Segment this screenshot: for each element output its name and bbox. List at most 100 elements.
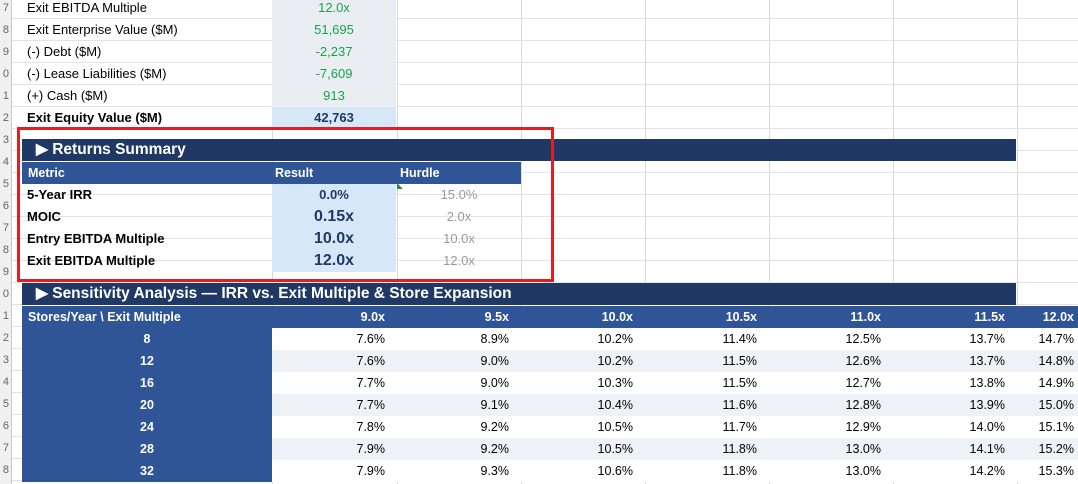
sensitivity-cell[interactable]: 12.5% [769,328,893,350]
row-number[interactable]: 7 [0,437,12,459]
sensitivity-cell[interactable]: 14.9% [1017,372,1078,394]
row-label[interactable]: (+) Cash ($M) [27,88,108,103]
row-number[interactable]: 0 [0,63,12,85]
sensitivity-cell[interactable]: 10.3% [521,372,645,394]
sensitivity-cell[interactable]: 14.0% [893,416,1017,438]
row-value[interactable]: -7,609 [272,63,396,85]
sensitivity-cell[interactable]: 11.8% [645,460,769,482]
sensitivity-cell[interactable]: 9.2% [397,438,521,460]
returns-result[interactable]: 10.0x [272,228,396,250]
sensitivity-cell[interactable]: 11.5% [645,372,769,394]
sensitivity-cell[interactable]: 7.6% [272,350,397,372]
row-label[interactable]: Exit Equity Value ($M) [27,110,163,125]
row-number[interactable]: 3 [0,349,12,371]
column-gridline [893,0,894,484]
row-number[interactable]: 2 [0,107,12,129]
row-number[interactable]: 4 [0,371,12,393]
returns-result[interactable]: 12.0x [272,250,396,272]
row-number[interactable]: 0 [0,283,12,305]
sensitivity-cell[interactable]: 15.0% [1017,394,1078,416]
row-label[interactable]: Exit EBITDA Multiple [27,0,147,15]
sensitivity-cell[interactable]: 9.2% [397,416,521,438]
row-number[interactable]: 7 [0,217,12,239]
row-number[interactable]: 9 [0,481,12,484]
sensitivity-cell[interactable]: 10.2% [521,328,645,350]
row-label[interactable]: Exit Enterprise Value ($M) [27,22,178,37]
sensitivity-cell[interactable]: 12.6% [769,350,893,372]
row-value[interactable]: 42,763 [272,107,396,129]
row-number[interactable]: 6 [0,415,12,437]
sensitivity-cell[interactable]: 10.5% [521,416,645,438]
sensitivity-cell[interactable]: 7.6% [272,328,397,350]
sensitivity-cell[interactable]: 10.4% [521,394,645,416]
row-number[interactable]: 9 [0,41,12,63]
sensitivity-cell[interactable]: 14.1% [893,438,1017,460]
sensitivity-cell[interactable]: 11.4% [645,328,769,350]
column-gridline [645,0,646,484]
sensitivity-cell[interactable]: 13.7% [893,350,1017,372]
sensitivity-cell[interactable]: 15.1% [1017,416,1078,438]
sensitivity-cell[interactable]: 15.3% [1017,460,1078,482]
sensitivity-cell[interactable]: 10.5% [521,438,645,460]
sensitivity-cell[interactable]: 9.0% [397,372,521,394]
sensitivity-cell[interactable]: 7.9% [272,438,397,460]
sensitivity-cell[interactable]: 11.6% [645,394,769,416]
sensitivity-cell[interactable]: 10.6% [521,460,645,482]
sensitivity-cell[interactable]: 15.2% [1017,438,1078,460]
sensitivity-cell[interactable]: 13.0% [769,438,893,460]
returns-hurdle[interactable]: 12.0x [443,253,475,268]
row-number[interactable]: 8 [0,459,12,481]
sensitivity-cell[interactable]: 7.7% [272,372,397,394]
sensitivity-row-label: 16 [22,372,272,394]
sensitivity-cell[interactable]: 14.7% [1017,328,1078,350]
row-number[interactable]: 2 [0,327,12,349]
sheet-row [0,173,1078,195]
row-number[interactable]: 5 [0,393,12,415]
row-label[interactable]: (-) Lease Liabilities ($M) [27,66,167,81]
sensitivity-cell[interactable]: 7.7% [272,394,397,416]
returns-hurdle[interactable]: 2.0x [446,209,472,224]
sensitivity-cell[interactable]: 13.0% [769,460,893,482]
sensitivity-cell[interactable]: 9.1% [397,394,521,416]
sensitivity-cell[interactable]: 7.8% [272,416,397,438]
returns-result[interactable]: 0.15x [272,206,396,228]
row-number[interactable]: 1 [0,305,12,327]
sheet-row [0,41,1078,63]
sheet-row [0,239,1078,261]
row-number[interactable]: 8 [0,19,12,41]
returns-metric: Entry EBITDA Multiple [27,231,165,246]
row-number[interactable]: 7 [0,0,12,19]
returns-result[interactable]: 0.0% [272,184,396,206]
returns-metric: 5-Year IRR [27,187,93,202]
sensitivity-cell[interactable]: 8.9% [397,328,521,350]
sensitivity-cell[interactable]: 11.5% [645,350,769,372]
row-number[interactable]: 5 [0,173,12,195]
row-label[interactable]: (-) Debt ($M) [27,44,102,59]
row-value[interactable]: 913 [272,85,396,107]
row-number[interactable]: 9 [0,261,12,283]
sensitivity-cell[interactable]: 13.8% [893,372,1017,394]
sensitivity-cell[interactable]: 7.9% [272,460,397,482]
sensitivity-cell[interactable]: 14.8% [1017,350,1078,372]
row-value[interactable]: 51,695 [272,19,396,41]
sensitivity-cell[interactable]: 9.3% [397,460,521,482]
row-number[interactable]: 6 [0,195,12,217]
sensitivity-cell[interactable]: 11.7% [645,416,769,438]
sensitivity-cell[interactable]: 12.8% [769,394,893,416]
sensitivity-cell[interactable]: 14.2% [893,460,1017,482]
sensitivity-cell[interactable]: 12.9% [769,416,893,438]
row-number[interactable]: 4 [0,151,12,173]
sensitivity-cell[interactable]: 13.7% [893,328,1017,350]
returns-hurdle[interactable]: 10.0x [443,231,475,246]
row-number[interactable]: 3 [0,129,12,151]
sensitivity-cell[interactable]: 9.0% [397,350,521,372]
returns-hurdle[interactable]: 15.0% [440,187,478,202]
sensitivity-cell[interactable]: 12.7% [769,372,893,394]
sensitivity-cell[interactable]: 11.8% [645,438,769,460]
row-value[interactable]: -2,237 [272,41,396,63]
row-value[interactable]: 12.0x [272,0,396,19]
row-number[interactable]: 1 [0,85,12,107]
sensitivity-cell[interactable]: 13.9% [893,394,1017,416]
row-number[interactable]: 8 [0,239,12,261]
sensitivity-cell[interactable]: 10.2% [521,350,645,372]
